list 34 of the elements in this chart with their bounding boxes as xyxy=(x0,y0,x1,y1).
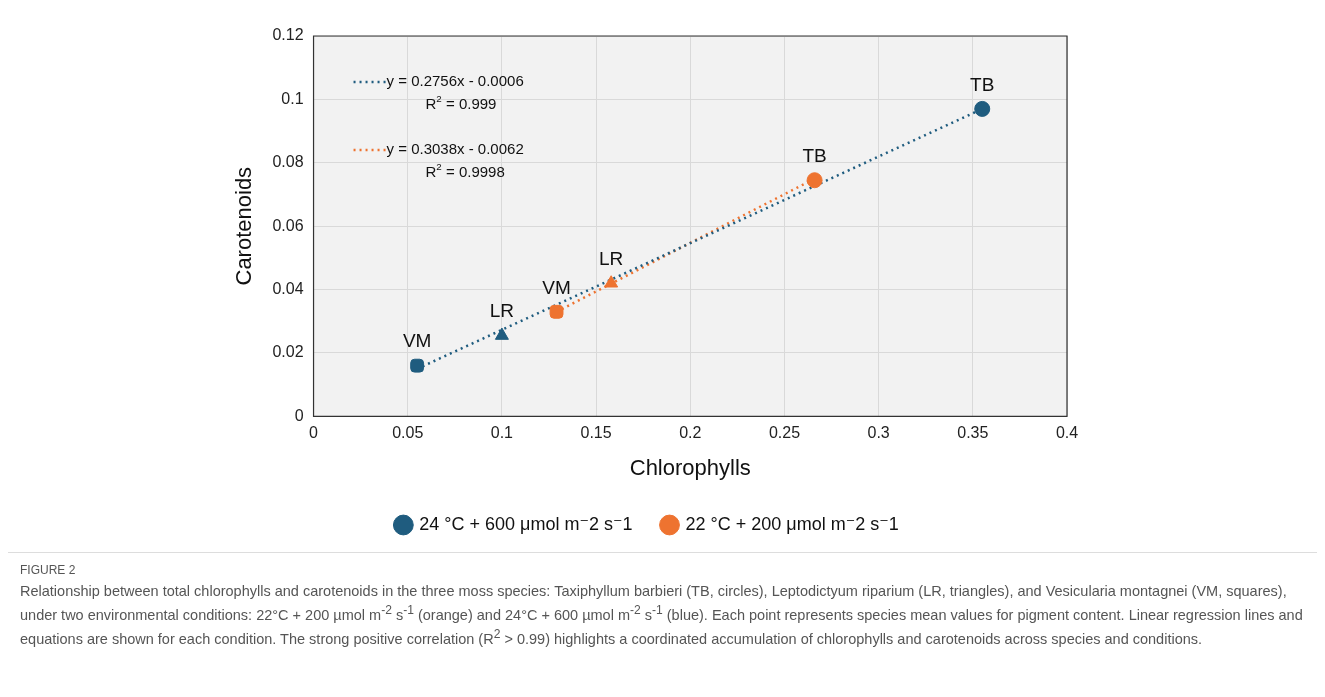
point xyxy=(604,275,619,288)
x-tick-label: 0.35 xyxy=(957,424,989,442)
x-tick-label: 0.3 xyxy=(867,424,890,442)
y-tick-label: 0.04 xyxy=(272,280,304,298)
point xyxy=(494,327,509,340)
y-tick-label: 0.12 xyxy=(272,26,304,44)
x-tick-label: 0.1 xyxy=(490,424,514,442)
y-axis-title: Carotenoids xyxy=(231,166,257,286)
y-tick-label: 0.08 xyxy=(272,153,304,171)
point xyxy=(806,172,823,189)
annotation: VM xyxy=(402,330,432,352)
annotation: LR xyxy=(599,247,624,269)
y-tick-label: 0.06 xyxy=(272,216,304,234)
x-tick-label: 0.4 xyxy=(1055,424,1079,442)
x-axis-title: Chlorophylls xyxy=(629,454,751,480)
x-tick-label: 0.15 xyxy=(580,424,612,442)
x-tick-label: 0 xyxy=(309,424,319,442)
x-tick-label: 0.25 xyxy=(768,424,801,442)
annotation: TB xyxy=(802,144,827,166)
legend-label: 22 °C + 200 μmol m⁻2 s⁻1 xyxy=(685,513,899,534)
y-tick-label: 0 xyxy=(294,406,304,424)
x-tick-label: 0.2 xyxy=(679,424,702,442)
annotation: LR xyxy=(489,300,515,322)
annotation: VM xyxy=(542,276,571,298)
x-tick-label: 0.05 xyxy=(392,424,424,442)
point xyxy=(974,100,991,117)
point xyxy=(549,304,564,319)
y-tick-label: 0.1 xyxy=(281,89,304,107)
text: FIGURE 2 xyxy=(20,563,77,577)
legend-label: 24 °C + 600 μmol m⁻2 s⁻1 xyxy=(419,513,633,534)
text: Relationship between total chlorophylls and carotenoids in the three moss species: Taxiphyllum barbieri (TB, circles), Leptodictyum riparium (LR, triangles), and Vesicularia montagnei (VM, squares), under two environmental conditions: 22°C + 200 µmol m$^{-2}$ s$^{-1}$ (orange) and 24°C + 600 µmol m$^{-2}$ s$^{-1}$ (blue). Each point represents species mean values for pigment content. Linear regression lines and equations are shown for each condition. The strong positive correlation (R$^{2}$ > 0.99) highlights a coordinated accumulation of chlorophylls and carotenoids across species and conditions. xyxy=(20,583,1303,647)
y-tick-label: 0.02 xyxy=(272,343,304,361)
annotation: TB xyxy=(970,73,995,95)
point xyxy=(410,358,425,373)
